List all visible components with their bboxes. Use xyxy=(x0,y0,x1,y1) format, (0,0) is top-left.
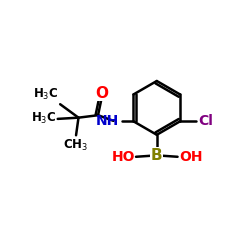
Text: Cl: Cl xyxy=(198,114,213,128)
Text: HO: HO xyxy=(111,150,135,164)
Text: B: B xyxy=(151,148,162,163)
Text: H$_3$C: H$_3$C xyxy=(34,87,59,102)
Text: CH$_3$: CH$_3$ xyxy=(64,138,88,153)
Text: O: O xyxy=(95,86,108,101)
Text: NH: NH xyxy=(96,114,119,128)
Text: OH: OH xyxy=(179,150,202,164)
Text: H$_3$C: H$_3$C xyxy=(31,111,56,126)
